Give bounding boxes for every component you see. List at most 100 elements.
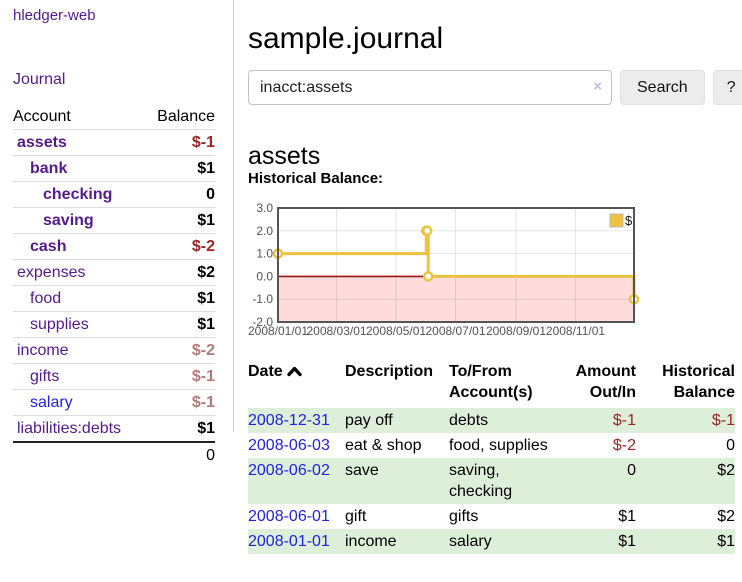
search-form: × Search ? (248, 70, 742, 105)
transaction-accounts: gifts (449, 508, 479, 525)
transaction-amount: $-2 (612, 437, 636, 454)
account-link-cash[interactable]: cash (30, 237, 67, 255)
account-balance: $-1 (191, 367, 215, 385)
balance-column-header: Balance (157, 108, 215, 125)
account-balance: $-2 (191, 341, 215, 359)
sidebar-item-journal[interactable]: Journal (13, 71, 66, 88)
account-row-liabilities-debts: liabilities:debts $1 (13, 415, 215, 441)
x-axis-tick-label: 2008/09/01 (486, 324, 546, 338)
search-input-wrap: × (248, 70, 612, 105)
transaction-balance: $1 (717, 533, 735, 550)
transaction-description: income (345, 533, 397, 550)
register-row: 2008-01-01 income salary $1 $1 (248, 529, 735, 554)
sidebar-divider (233, 0, 234, 432)
description-column-header: Description (345, 363, 434, 380)
transaction-balance: $2 (717, 508, 735, 525)
y-axis-tick-label: 2.0 (256, 224, 273, 238)
y-axis-tick-label: -2.0 (252, 315, 273, 329)
amount-column-header: Amount Out/In (575, 363, 636, 401)
transaction-accounts: food, supplies (449, 437, 548, 454)
account-balance: $1 (197, 289, 215, 307)
transaction-accounts: salary (449, 533, 492, 550)
accounts-total-value: 0 (206, 447, 215, 464)
account-row-assets: assets $-1 (13, 129, 215, 155)
balance-column-header: Historical Balance (662, 363, 735, 401)
transaction-description: eat & shop (345, 437, 422, 454)
account-balance: $1 (197, 419, 215, 437)
account-link-expenses[interactable]: expenses (17, 263, 86, 281)
account-row-salary: salary $-1 (13, 389, 215, 415)
accounts-table: Account Balance assets $-1 bank $1 check… (13, 105, 215, 469)
chart-title: Historical Balance: (248, 170, 384, 187)
y-axis-tick-label: 1.0 (256, 247, 273, 261)
x-axis-tick-label: 2008/03/01 (306, 324, 366, 338)
accounts-table-header: Account Balance (13, 105, 215, 129)
register-row: 2008-06-03 eat & shop food, supplies $-2… (248, 433, 735, 458)
register-table: Date Description To/From Account(s) Amou… (248, 358, 735, 554)
transaction-date-link[interactable]: 2008-06-03 (248, 437, 330, 454)
account-row-saving: saving $1 (13, 207, 215, 233)
account-link-supplies[interactable]: supplies (30, 315, 89, 333)
account-link-saving[interactable]: saving (43, 211, 94, 229)
account-link-income[interactable]: income (17, 341, 69, 359)
transaction-amount: $-1 (612, 412, 636, 429)
page-title: sample.journal (248, 22, 444, 56)
register-header-row: Date Description To/From Account(s) Amou… (248, 358, 735, 408)
account-row-cash: cash $-2 (13, 233, 215, 259)
account-link-bank[interactable]: bank (30, 159, 68, 177)
transaction-date-link[interactable]: 2008-12-31 (248, 412, 330, 429)
account-row-checking: checking 0 (13, 181, 215, 207)
search-input[interactable] (248, 70, 612, 105)
account-row-expenses: expenses $2 (13, 259, 215, 285)
account-link-assets[interactable]: assets (17, 133, 67, 151)
clear-search-icon[interactable]: × (593, 78, 602, 95)
historical-balance-chart: $3.0 2.0 1.0 0.0 -1.0 -2.02008/01/012008/03/0… (248, 201, 640, 338)
account-link-salary[interactable]: salary (30, 393, 73, 411)
account-balance: $2 (197, 263, 215, 281)
transaction-description: pay off (345, 412, 393, 429)
help-button[interactable]: ? (712, 70, 742, 105)
app-brand-link[interactable]: hledger-web (13, 7, 96, 24)
transaction-amount: $1 (618, 508, 636, 525)
x-axis-tick-label: 2008/07/01 (425, 324, 485, 338)
account-row-food: food $1 (13, 285, 215, 311)
y-axis-tick-label: -1.0 (252, 292, 273, 306)
account-row-supplies: supplies $1 (13, 311, 215, 337)
account-balance: $1 (197, 159, 215, 177)
account-link-checking[interactable]: checking (43, 185, 113, 203)
sort-ascending-icon (286, 366, 302, 377)
transaction-amount: 0 (627, 462, 636, 479)
account-balance: $-1 (191, 393, 215, 411)
legend-swatch (609, 213, 624, 228)
register-row: 2008-06-01 gift gifts $1 $2 (248, 504, 735, 529)
transaction-accounts: debts (449, 412, 489, 429)
x-axis-tick-label: 2008/11/01 (546, 324, 605, 338)
transaction-balance: $2 (717, 462, 735, 479)
transaction-balance: $-1 (711, 412, 735, 429)
account-balance: $-2 (191, 237, 215, 255)
register-row: 2008-06-02 save saving, checking 0 $2 (248, 458, 735, 504)
y-axis-tick-label: 3.0 (256, 201, 273, 215)
register-row: 2008-12-31 pay off debts $-1 $-1 (248, 408, 735, 433)
account-link-gifts[interactable]: gifts (30, 367, 60, 385)
accounts-column-header: To/From Account(s) (449, 363, 533, 401)
account-balance: $-1 (191, 133, 215, 151)
date-column-header[interactable]: Date (248, 358, 345, 408)
transaction-date-link[interactable]: 2008-01-01 (248, 533, 330, 550)
account-link-liabilities-debts[interactable]: liabilities:debts (17, 419, 122, 437)
search-button[interactable]: Search (620, 70, 705, 105)
account-row-income: income $-2 (13, 337, 215, 363)
transaction-date-link[interactable]: 2008-06-01 (248, 508, 330, 525)
account-link-food[interactable]: food (30, 289, 62, 307)
account-balance: 0 (206, 185, 215, 203)
legend-label: $ (625, 213, 633, 228)
account-heading: assets (248, 141, 321, 170)
account-row-gifts: gifts $-1 (13, 363, 215, 389)
transaction-balance: 0 (726, 437, 735, 454)
register-section: Date Description To/From Account(s) Amou… (248, 358, 735, 554)
transaction-accounts: saving, checking (449, 462, 513, 500)
accounts-total-row: 0 (13, 441, 215, 469)
account-row-bank: bank $1 (13, 155, 215, 181)
transaction-date-link[interactable]: 2008-06-02 (248, 462, 330, 479)
transaction-description: gift (345, 508, 367, 525)
